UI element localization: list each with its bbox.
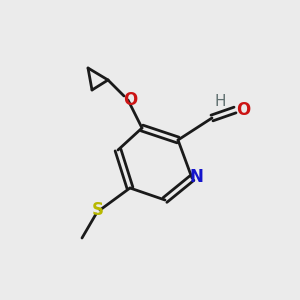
Text: S: S [92, 201, 104, 219]
Text: O: O [123, 91, 137, 109]
Text: N: N [189, 168, 203, 186]
Text: O: O [236, 101, 250, 119]
Text: H: H [214, 94, 226, 110]
